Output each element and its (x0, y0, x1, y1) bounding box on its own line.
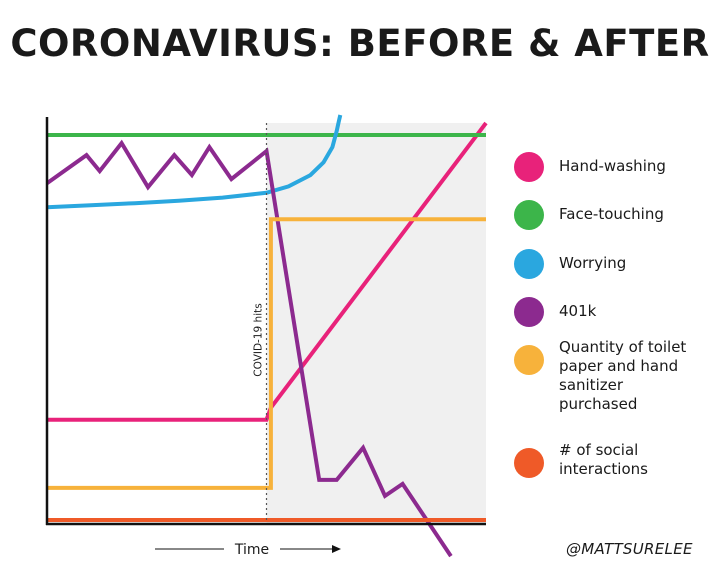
legend-swatch (514, 200, 544, 230)
credit-handle: @MATTSURELEE (566, 540, 693, 558)
legend-label: Face-touching (559, 205, 664, 223)
legend-swatch (514, 297, 544, 327)
legend-label: # of social interactions (559, 441, 648, 478)
legend-label: Quantity of toilet paper and hand saniti… (559, 338, 687, 413)
legend-item: Quantity of toilet paper and hand saniti… (514, 338, 694, 414)
legend-item: Worrying (514, 249, 694, 279)
series-line-3 (46, 114, 343, 210)
legend-item: 401k (514, 297, 694, 327)
chart-title: CORONAVIRUS: BEFORE & AFTER (10, 22, 710, 65)
legend-swatch (514, 249, 544, 279)
legend-item: Hand-washing (514, 152, 694, 182)
series-line-5 (47, 217, 486, 490)
legend-label: Hand-washing (559, 157, 666, 175)
legend-swatch (514, 448, 544, 478)
series-line-1 (47, 121, 488, 422)
legend-swatch (514, 152, 544, 182)
legend-item: Face-touching (514, 200, 694, 230)
series-line-4 (45, 139, 453, 558)
covid-marker-label: COVID-19 hits (253, 303, 265, 376)
x-axis-label: Time (234, 542, 269, 558)
legend-item: # of social interactions (514, 441, 694, 479)
legend-swatch (514, 345, 544, 375)
legend-label: Worrying (559, 254, 627, 272)
time-arrow-head (332, 545, 341, 553)
after-region-shading (266, 123, 486, 524)
legend-label: 401k (559, 302, 597, 320)
